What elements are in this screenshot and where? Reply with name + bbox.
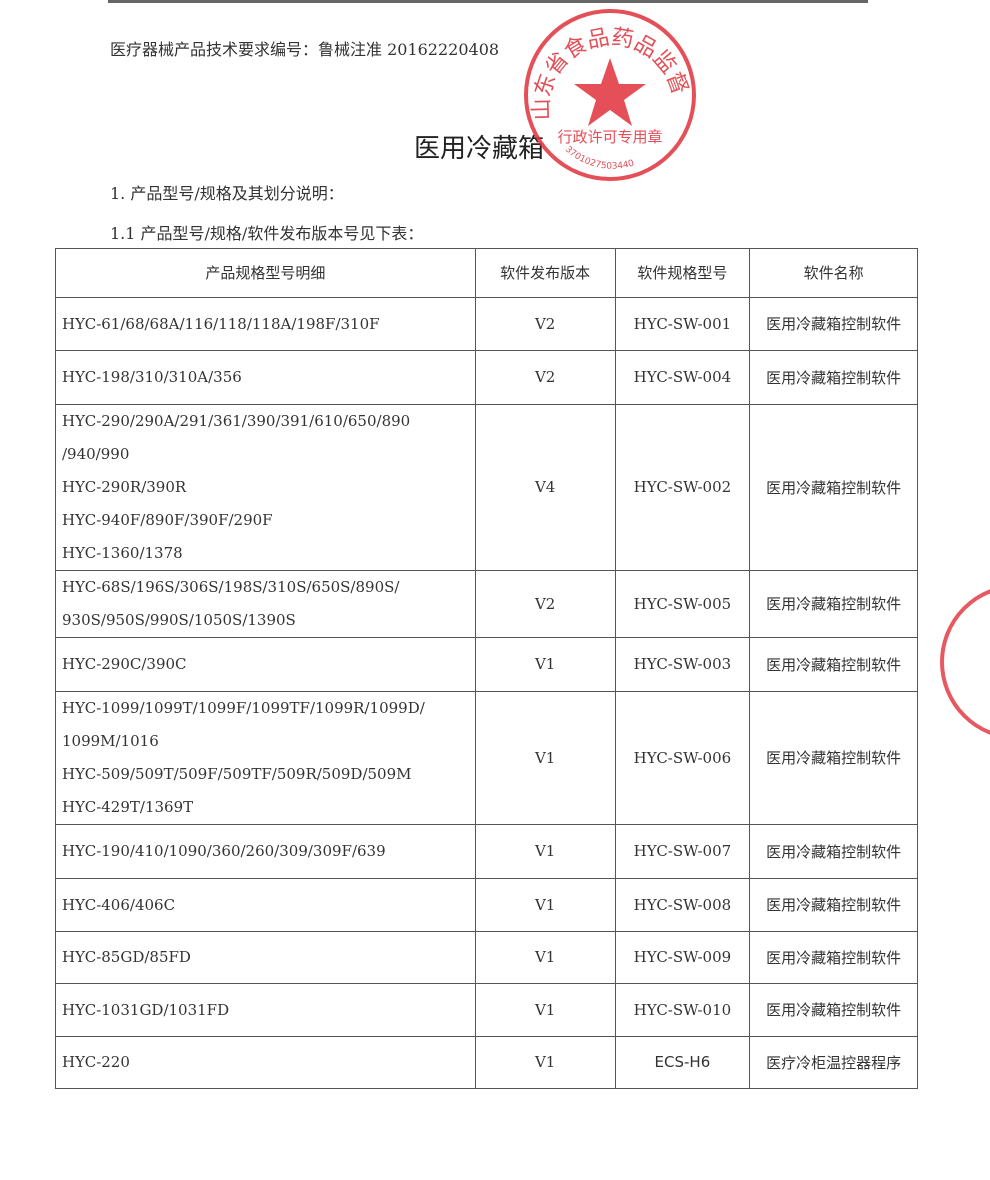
spec-cell: HYC-SW-005: [614, 570, 751, 638]
model-line: HYC-429T/1369T: [62, 798, 194, 816]
spec-cell: ECS-H6: [614, 1036, 751, 1089]
model-line: HYC-1099/1099T/1099F/1099TF/1099R/1099D/: [62, 699, 425, 717]
models-cell: HYC-68S/196S/306S/198S/310S/650S/890S/93…: [55, 570, 476, 638]
version-cell: V2: [474, 570, 616, 638]
model-line: HYC-198/310/310A/356: [62, 368, 242, 386]
name-cell: 医用冷藏箱控制软件: [749, 297, 918, 351]
version-cell: V2: [474, 350, 616, 405]
model-line: HYC-290/290A/291/361/390/391/610/650/890: [62, 412, 411, 430]
version-cell: V4: [474, 404, 616, 571]
standard-number: 医疗器械产品技术要求编号：鲁械注准 20162220408: [110, 40, 500, 59]
name-cell: 医用冷藏箱控制软件: [749, 350, 918, 405]
version-cell: V1: [474, 983, 616, 1037]
svg-text:山东省食品药品监督管理局: 山东省食品药品监督管理局: [515, 0, 692, 121]
column-header: 软件发布版本: [474, 248, 616, 298]
version-cell: V1: [474, 637, 616, 692]
spec-cell: HYC-SW-002: [614, 404, 751, 571]
model-line: HYC-406/406C: [62, 895, 176, 914]
version-cell: V1: [474, 691, 616, 825]
model-line: HYC-61/68/68A/116/118/118A/198F/310F: [62, 314, 380, 333]
version-cell: V1: [474, 824, 616, 879]
table-row: HYC-220 V1 ECS-H6 医疗冷柜温控器程序: [55, 1036, 918, 1089]
model-line: HYC-220: [62, 1053, 130, 1071]
table-row: HYC-1099/1099T/1099F/1099TF/1099R/1099D/…: [55, 691, 918, 825]
table-row: HYC-198/310/310A/356 V2 HYC-SW-004 医用冷藏箱控制软…: [55, 350, 918, 405]
spec-cell: HYC-SW-008: [614, 878, 751, 932]
models-cell: HYC-61/68/68A/116/118/118A/198F/310F: [55, 297, 476, 351]
models-cell: HYC-220: [55, 1036, 476, 1089]
table-row: HYC-85GD/85FD V1 HYC-SW-009 医用冷藏箱控制软件: [55, 931, 918, 984]
table-row: HYC-1031GD/1031FD V1 HYC-SW-010 医用冷藏箱控制软件: [55, 983, 918, 1037]
models-cell: HYC-1099/1099T/1099F/1099TF/1099R/1099D/…: [55, 691, 476, 825]
version-cell: V1: [474, 1036, 616, 1089]
spec-cell: HYC-SW-009: [614, 931, 751, 984]
model-line: HYC-190/410/1090/360/260/309/309F/639: [62, 842, 386, 860]
name-cell: 医用冷藏箱控制软件: [749, 637, 918, 692]
model-line: HYC-290R/390R: [62, 478, 187, 496]
table-row: HYC-406/406C V1 HYC-SW-008 医用冷藏箱控制软件: [55, 878, 918, 932]
model-line: HYC-85GD/85FD: [62, 948, 191, 966]
name-cell: 医用冷藏箱控制软件: [749, 404, 918, 571]
spec-cell: HYC-SW-007: [614, 824, 751, 879]
name-cell: 医疗冷柜温控器程序: [749, 1036, 918, 1089]
subsection-heading: 1.1 产品型号/规格/软件发布版本号见下表：: [110, 224, 424, 243]
model-line: 1099M/1016: [62, 732, 159, 750]
model-line: HYC-68S/196S/306S/198S/310S/650S/890S/: [62, 578, 400, 596]
model-line: HYC-940F/890F/390F/290F: [62, 511, 273, 529]
models-cell: HYC-406/406C: [55, 878, 476, 932]
model-line: HYC-1360/1378: [62, 544, 183, 562]
document-title: 医用冷藏箱: [414, 134, 545, 164]
svg-text:3701027503440: 3701027503440: [563, 145, 636, 172]
models-cell: HYC-198/310/310A/356: [55, 350, 476, 405]
spec-cell: HYC-SW-003: [614, 637, 751, 692]
top-rule: [108, 0, 868, 3]
models-cell: HYC-85GD/85FD: [55, 931, 476, 984]
partial-seal: [940, 589, 990, 735]
spec-cell: HYC-SW-010: [614, 983, 751, 1037]
models-cell: HYC-1031GD/1031FD: [55, 983, 476, 1037]
section-heading: 1. 产品型号/规格及其划分说明：: [110, 184, 344, 203]
model-line: 930S/950S/990S/1050S/1390S: [62, 611, 296, 629]
table-row: HYC-190/410/1090/360/260/309/309F/639 V1 H…: [55, 824, 918, 879]
model-line: /940/990: [62, 445, 130, 463]
table-row: HYC-290C/390C V1 HYC-SW-003 医用冷藏箱控制软件: [55, 637, 918, 692]
table-row: HYC-290/290A/291/361/390/391/610/650/890…: [55, 404, 918, 571]
name-cell: 医用冷藏箱控制软件: [749, 824, 918, 879]
model-table: 产品规格型号明细 软件发布版本 软件规格型号 软件名称 HYC-61/68/68A/1…: [55, 248, 918, 1089]
models-cell: HYC-190/410/1090/360/260/309/309F/639: [55, 824, 476, 879]
column-header: 软件名称: [749, 248, 918, 298]
table-row: HYC-61/68/68A/116/118/118A/198F/310F V2 HY…: [55, 297, 918, 351]
svg-text:行政许可专用章: 行政许可专用章: [557, 128, 662, 146]
spec-cell: HYC-SW-006: [614, 691, 751, 825]
version-cell: V1: [474, 878, 616, 932]
models-cell: HYC-290/290A/291/361/390/391/610/650/890…: [55, 404, 476, 571]
name-cell: 医用冷藏箱控制软件: [749, 691, 918, 825]
spec-cell: HYC-SW-004: [614, 350, 751, 405]
name-cell: 医用冷藏箱控制软件: [749, 878, 918, 932]
name-cell: 医用冷藏箱控制软件: [749, 570, 918, 638]
spec-cell: HYC-SW-001: [614, 297, 751, 351]
version-cell: V1: [474, 931, 616, 984]
version-cell: V2: [474, 297, 616, 351]
model-line: HYC-509/509T/509F/509TF/509R/509D/509M: [62, 765, 412, 783]
column-header: 软件规格型号: [614, 248, 751, 298]
model-line: HYC-290C/390C: [62, 655, 187, 673]
table-row: HYC-68S/196S/306S/198S/310S/650S/890S/93…: [55, 570, 918, 638]
models-cell: HYC-290C/390C: [55, 637, 476, 692]
name-cell: 医用冷藏箱控制软件: [749, 931, 918, 984]
column-header: 产品规格型号明细: [55, 248, 476, 298]
model-line: HYC-1031GD/1031FD: [62, 1000, 230, 1019]
name-cell: 医用冷藏箱控制软件: [749, 983, 918, 1037]
